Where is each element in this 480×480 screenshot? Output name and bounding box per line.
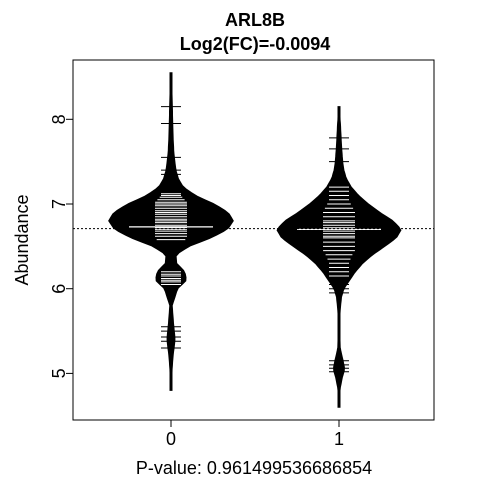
bean-density-1	[276, 106, 402, 408]
x-axis-label: P-value: 0.961499536686854	[136, 458, 372, 478]
beans-layer	[108, 72, 402, 408]
y-tick-label: 8	[49, 114, 69, 124]
x-tick-label: 1	[334, 429, 344, 449]
plot-area	[72, 59, 435, 421]
y-tick-label: 6	[49, 284, 69, 294]
y-tick-label: 7	[49, 199, 69, 209]
y-axis-label: Abundance	[12, 194, 32, 285]
chart-title: ARL8B	[225, 10, 285, 30]
y-axis: 5 6 7 8	[49, 114, 74, 378]
bean-0	[108, 72, 234, 391]
y-tick-label: 5	[49, 368, 69, 378]
bean-1	[276, 106, 402, 408]
x-tick-label: 0	[166, 429, 176, 449]
chart-subtitle: Log2(FC)=-0.0094	[180, 34, 331, 54]
